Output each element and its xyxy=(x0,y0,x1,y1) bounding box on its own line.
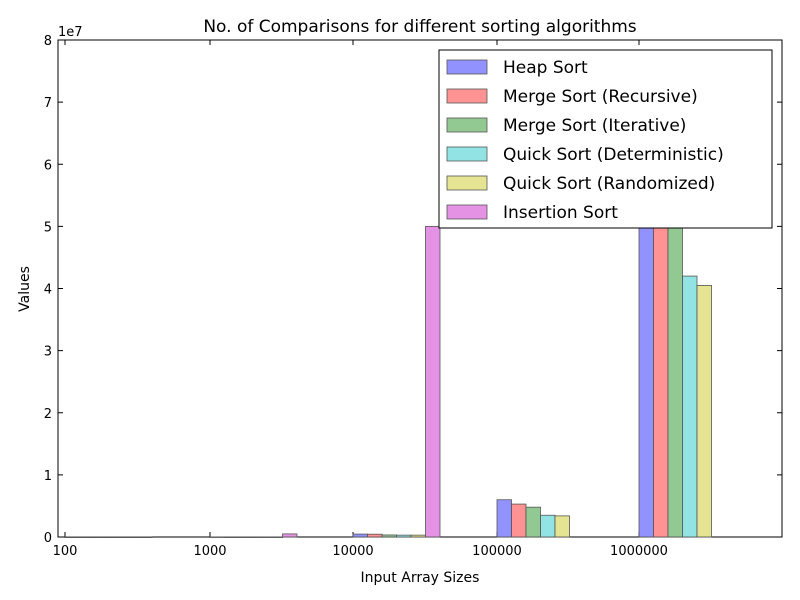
legend-label: Merge Sort (Iterative) xyxy=(503,116,686,136)
bar xyxy=(667,225,683,538)
y-tick-label: 8 xyxy=(44,34,52,49)
bar xyxy=(238,536,254,538)
y-tick-label: 2 xyxy=(44,407,52,422)
x-tick-label: 1000 xyxy=(193,544,226,559)
y-tick-label: 7 xyxy=(44,96,52,111)
y-tick-label: 4 xyxy=(44,283,52,298)
legend-swatch xyxy=(446,88,488,104)
bar xyxy=(540,514,556,538)
bar xyxy=(381,534,397,538)
legend-box xyxy=(438,49,773,229)
y-scale-label: 1e7 xyxy=(58,25,83,40)
bar xyxy=(253,536,269,538)
plot-area: 0 1 2 3 4 5 6 7 8 100 1000 10000 100000 1000000 xyxy=(44,34,783,559)
legend-swatch xyxy=(446,59,488,75)
bar xyxy=(511,503,527,538)
bar xyxy=(425,225,441,538)
bar xyxy=(367,533,383,538)
bar xyxy=(653,225,669,538)
bar xyxy=(108,536,124,538)
bar xyxy=(137,536,153,538)
y-tick-label: 1 xyxy=(44,469,52,484)
bar xyxy=(352,533,368,538)
bar xyxy=(554,515,570,538)
y-tick-label: 6 xyxy=(44,158,52,173)
bar xyxy=(410,534,426,538)
legend-label: Merge Sort (Recursive) xyxy=(503,87,698,107)
bar xyxy=(122,536,138,538)
legend-swatch xyxy=(446,175,488,191)
y-tick-label: 3 xyxy=(44,345,52,360)
bar xyxy=(79,536,95,538)
legend-swatch xyxy=(446,146,488,162)
y-tick-label: 0 xyxy=(44,531,52,546)
bar xyxy=(682,275,698,538)
bar xyxy=(496,499,512,538)
legend-label: Quick Sort (Randomized) xyxy=(503,174,715,194)
legend-swatch xyxy=(446,117,488,133)
bar xyxy=(696,284,712,538)
bar xyxy=(396,534,412,538)
x-tick-label: 100 xyxy=(53,544,78,559)
x-axis-label: Input Array Sizes xyxy=(361,570,480,586)
x-tick-label: 1000000 xyxy=(610,544,668,559)
bar xyxy=(282,533,298,538)
bar xyxy=(267,536,283,538)
legend: Heap Sort Merge Sort (Recursive) Merge Sor… xyxy=(438,49,773,229)
y-tick-label: 5 xyxy=(44,220,52,235)
bar xyxy=(209,536,225,538)
x-tick-label: 100000 xyxy=(472,544,522,559)
bar xyxy=(93,536,109,538)
legend-label: Quick Sort (Deterministic) xyxy=(503,145,724,165)
legend-label: Insertion Sort xyxy=(503,203,618,223)
x-tick-label: 10000 xyxy=(332,544,373,559)
y-axis-label: Values xyxy=(17,266,33,312)
bar xyxy=(638,225,654,538)
bar xyxy=(224,536,240,538)
chart-title: No. of Comparisons for different sorting… xyxy=(203,17,636,37)
legend-label: Heap Sort xyxy=(503,58,588,78)
legend-swatch xyxy=(446,204,488,220)
bar xyxy=(525,506,541,538)
bar xyxy=(64,536,80,538)
